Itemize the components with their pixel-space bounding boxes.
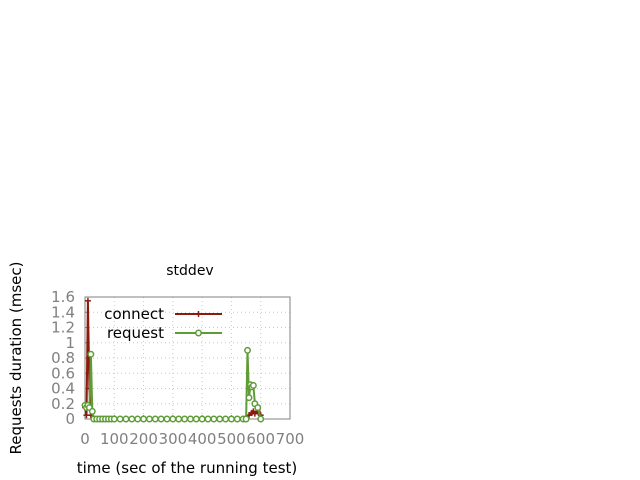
data-point-connect — [84, 297, 91, 304]
data-point-request — [87, 350, 95, 358]
chart-title: stddev — [166, 263, 213, 279]
legend-label-connect: connect — [104, 305, 164, 323]
x-axis-label: time (sec of the running test) — [77, 459, 298, 477]
data-point-request — [169, 415, 177, 423]
legend: connect request — [104, 305, 222, 342]
data-point-request — [186, 415, 194, 423]
data-point-request — [122, 415, 130, 423]
data-point-request — [181, 415, 189, 423]
legend-marker-request — [195, 329, 202, 337]
data-point-request — [227, 415, 235, 423]
data-point-request — [198, 415, 206, 423]
data-point-request — [128, 415, 136, 423]
data-point-request — [254, 404, 262, 412]
data-point-request — [88, 407, 96, 415]
y-tick-label: 1.6 — [51, 288, 75, 306]
y-tick-label: 0.8 — [51, 349, 75, 367]
y-tick-label: 1.4 — [51, 303, 75, 321]
data-point-request — [140, 415, 148, 423]
y-tick-label: 1 — [65, 334, 75, 352]
data-point-request — [257, 415, 265, 423]
legend-label-request: request — [107, 324, 164, 342]
data-point-request — [210, 415, 218, 423]
series-line-request — [84, 350, 262, 420]
y-tick-label: 1.2 — [51, 319, 75, 337]
x-tick-label: 100 — [100, 430, 129, 448]
y-tick-label: 0.6 — [51, 364, 75, 382]
y-tick-label: 0.2 — [51, 395, 75, 413]
x-tick-label: 400 — [188, 430, 217, 448]
x-tick-label: 500 — [217, 430, 246, 448]
x-tick-label: 600 — [246, 430, 275, 448]
series-layer — [81, 297, 265, 423]
data-point-request — [192, 415, 200, 423]
data-point-request — [204, 415, 212, 423]
y-axis-label: Requests duration (msec) — [7, 261, 25, 454]
data-point-request — [216, 415, 224, 423]
series-request — [81, 346, 265, 423]
data-point-request — [242, 415, 250, 423]
data-point-request — [249, 382, 257, 389]
x-tick-label: 200 — [129, 430, 158, 448]
data-point-request — [233, 415, 241, 423]
x-tick-label: 300 — [159, 430, 188, 448]
data-point-request — [222, 415, 230, 423]
y-tick-label: 0.4 — [51, 380, 75, 398]
data-point-request — [134, 415, 142, 423]
data-point-request — [145, 415, 153, 423]
data-point-request — [110, 415, 118, 423]
data-point-request — [116, 415, 124, 423]
data-point-request — [245, 394, 253, 402]
data-point-request — [151, 415, 159, 423]
data-point-request — [175, 415, 183, 423]
y-tick-label: 0 — [65, 410, 75, 428]
data-point-request — [157, 415, 165, 423]
tick-layer: 0 100 200 300 400 500 600 70000.20.40.60.811.21… — [51, 288, 304, 448]
x-tick-label: 0 — [80, 430, 90, 448]
data-point-request — [244, 346, 251, 354]
data-point-request — [163, 415, 171, 423]
x-tick-label: 700 — [276, 430, 305, 448]
legend-marker-connect — [195, 311, 202, 317]
